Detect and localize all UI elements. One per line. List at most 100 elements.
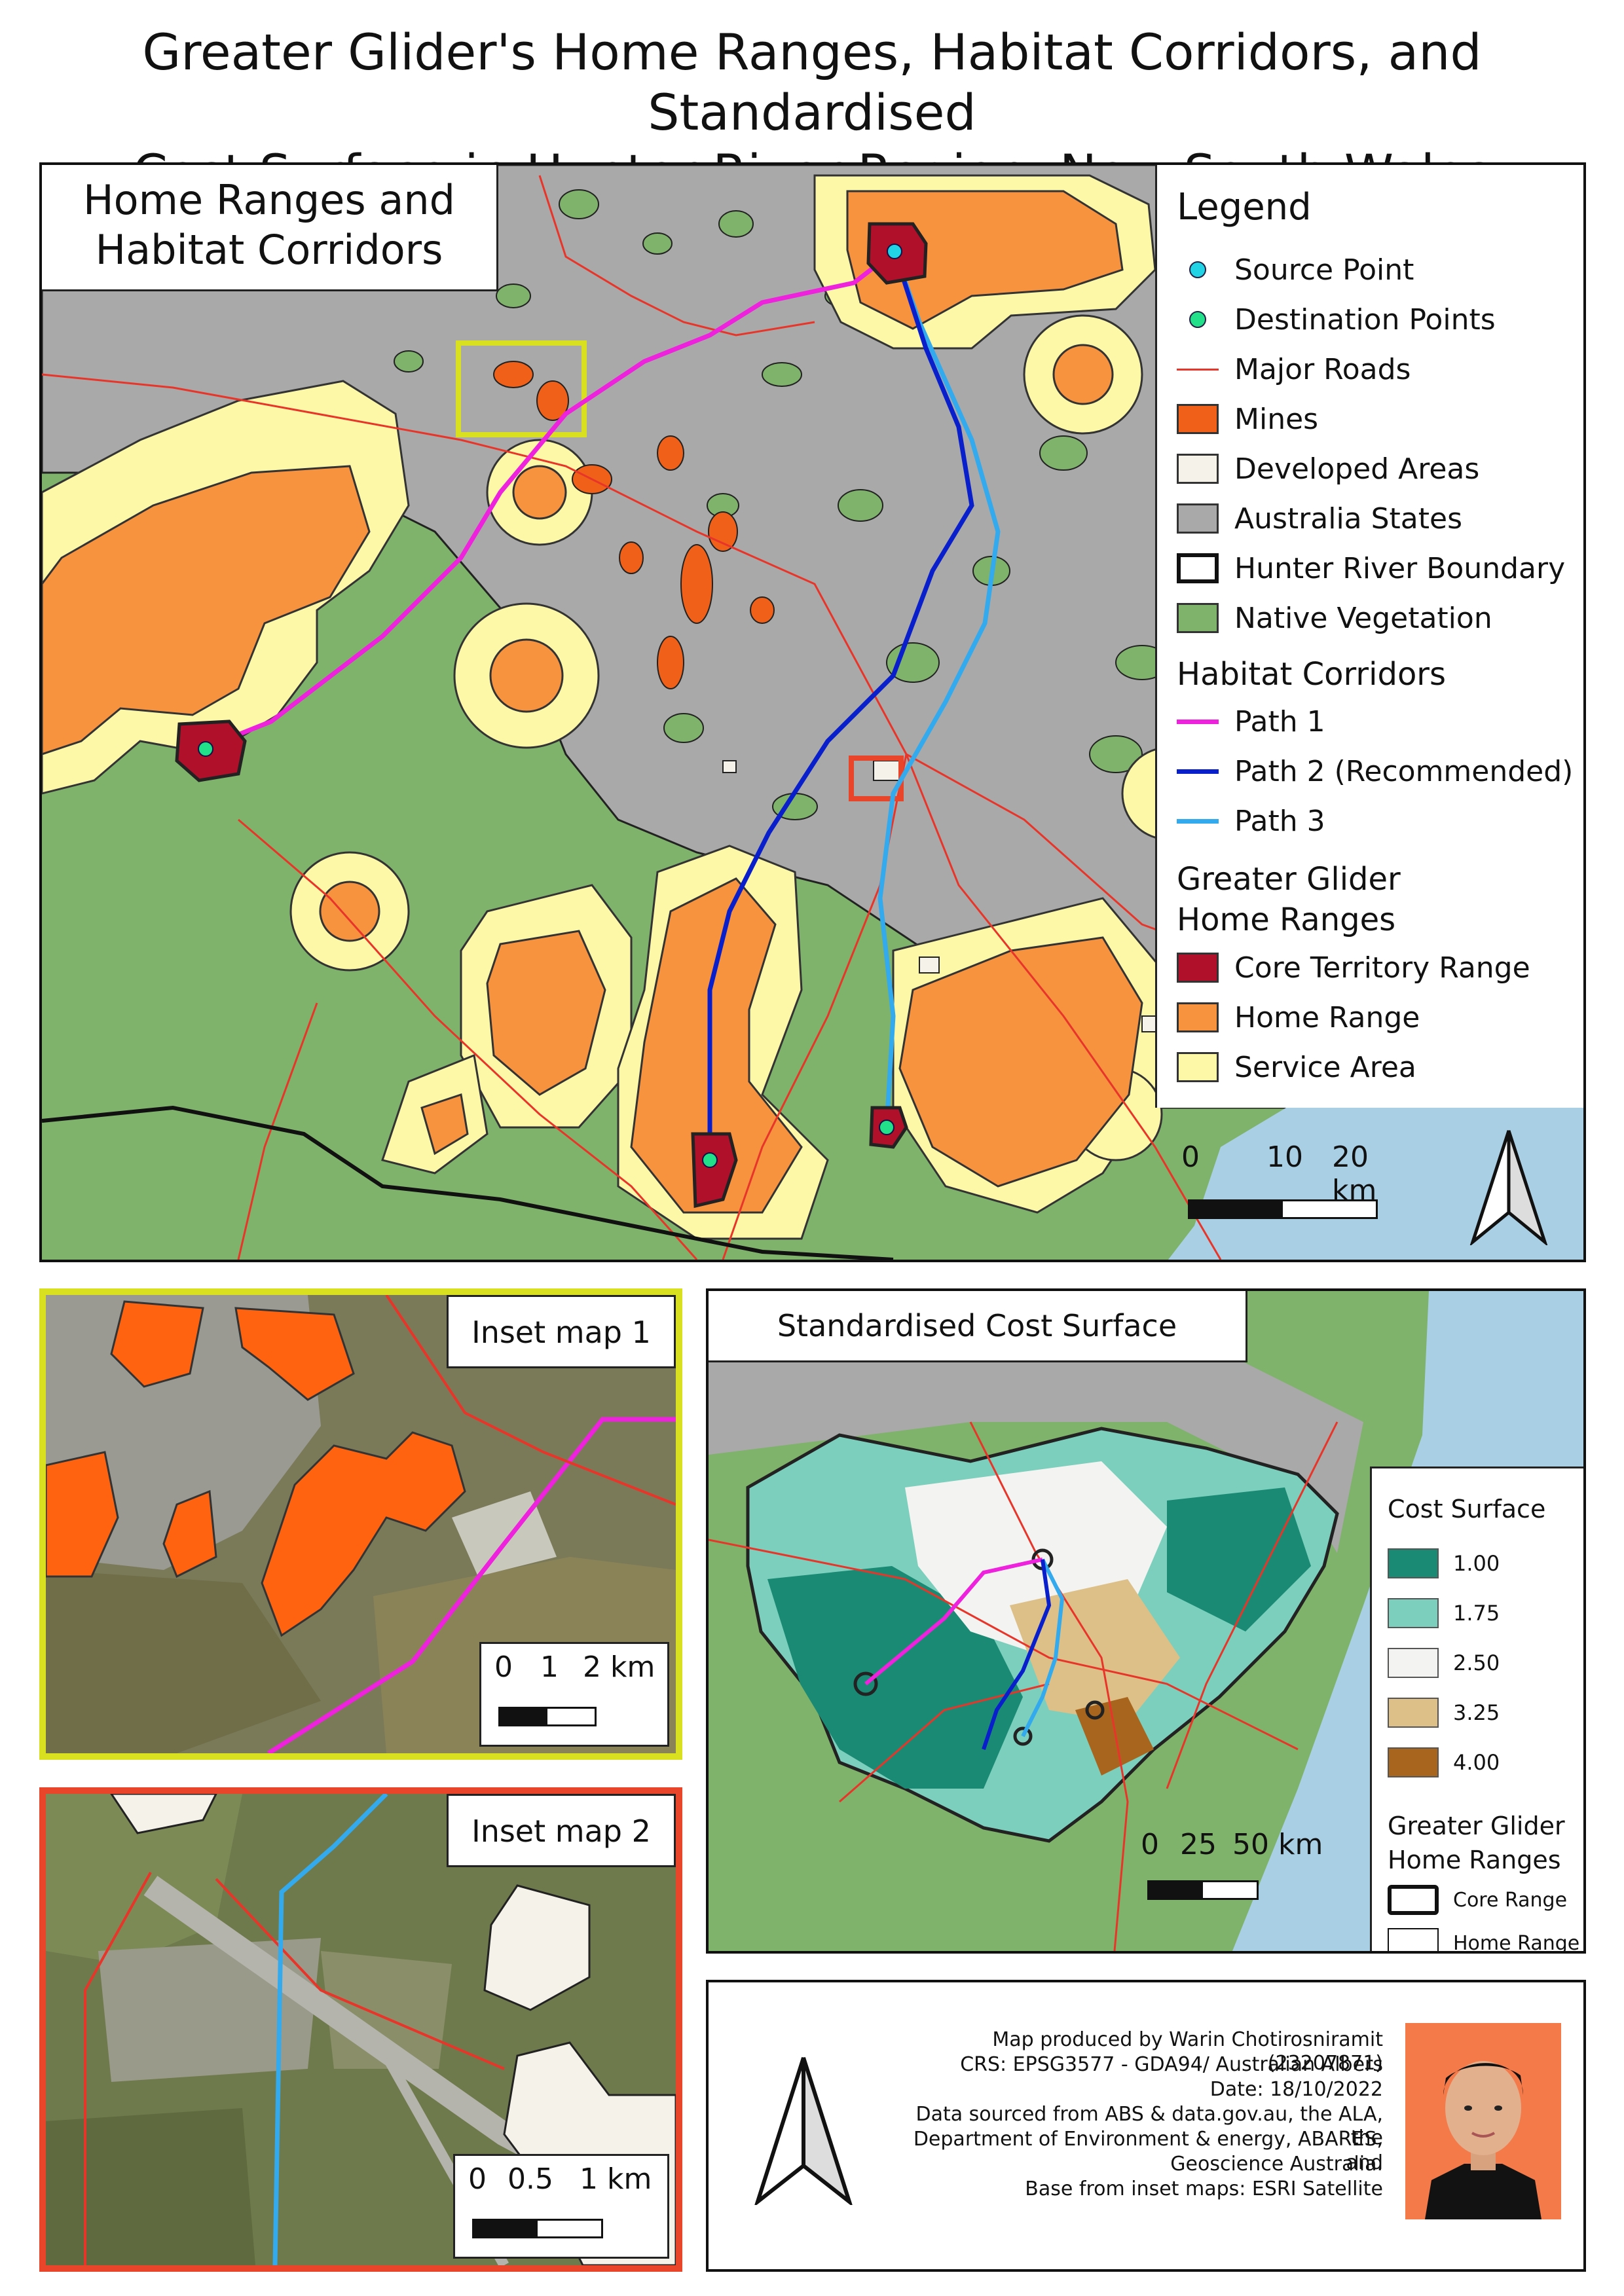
credit-line-6: Geoscience Australia. [1170,2153,1383,2176]
main-map-frame[interactable]: Home Ranges and Habitat Corridors Legend… [39,162,1586,1262]
cost-ranges-heading-line1: Greater Glider [1388,1812,1565,1840]
credits-text: Map produced by Warin Chotirosniramit (2… [879,2028,1383,2225]
cost-surface-frame[interactable]: Standardised Cost Surface 0 25 50 km Cos… [706,1288,1586,1954]
legend-ranges-heading-line2: Home Ranges [1177,902,1396,938]
credit-line-1: Map produced by Warin Chotirosniramit (2… [992,2028,1383,2075]
cost-core-range-label: Core Range [1453,1888,1568,1912]
cost-class-5-swatch [1388,1747,1439,1777]
destination-point-3 [879,1120,895,1135]
cost-legend-title: Cost Surface [1388,1495,1546,1523]
legend-boundary: Hunter River Boundary [1177,549,1565,588]
source-point-icon [1189,261,1206,278]
service-area-swatch [1177,1052,1219,1082]
legend-path-2-label: Path 2 (Recommended) [1234,754,1574,788]
inset1-scale-t1: 1 [540,1650,559,1684]
credit-line-5: Department of Environment & energy, ABAR… [913,2128,1383,2174]
legend-developed-label: Developed Areas [1234,452,1480,486]
cost-class-3-swatch [1388,1648,1439,1678]
inset1-path-1 [267,1417,676,1753]
states-swatch [1177,503,1219,534]
mines-swatch [1177,404,1219,434]
path-2-line-icon [1177,769,1219,774]
legend-source-point: Source Point [1177,250,1414,289]
legend-path-1: Path 1 [1177,702,1325,741]
main-legend: Legend Source Point Destination Points M… [1155,165,1583,1108]
road-line-icon [1177,368,1219,371]
legend-developed: Developed Areas [1177,449,1479,488]
cost-home-range: Home Range [1388,1928,1580,1954]
legend-core-territory-label: Core Territory Range [1234,951,1530,985]
hunter-river-boundary [42,1105,894,1260]
cost-class-4-swatch [1388,1698,1439,1728]
inset-map-2-title-text: Inset map 2 [471,1813,651,1849]
main-scale-t2: 20 km [1332,1140,1377,1207]
path-2 [707,250,974,1160]
cost-scale-t1: 25 [1180,1828,1217,1861]
destination-point-2 [702,1152,718,1168]
developed-swatch [1177,454,1219,484]
inset2-scale-t0: 0 [468,2162,487,2196]
inset1-scale-bar: 0 1 2 km [479,1642,669,1747]
path-3-line-icon [1177,818,1219,824]
main-scale-bar: 0 10 20 km [1168,1140,1417,1239]
inset-map-2-frame[interactable]: Inset map 2 0 0.5 1 km [39,1787,682,2272]
legend-path-3-label: Path 3 [1234,804,1325,838]
cost-class-1: 1.00 [1388,1548,1500,1578]
legend-path-3: Path 3 [1177,801,1325,841]
legend-destination-points: Destination Points [1177,300,1496,339]
legend-source-label: Source Point [1234,253,1414,287]
legend-core-territory: Core Territory Range [1177,948,1530,987]
vegetation-swatch [1177,603,1219,633]
map-title-line1: Greater Glider's Home Ranges, Habitat Co… [142,23,1482,141]
legend-ranges-heading: Greater Glider Home Ranges [1177,859,1401,940]
cost-ranges-heading-line2: Home Ranges [1388,1846,1561,1874]
legend-roads-label: Major Roads [1234,352,1411,386]
main-map-title-line2: Habitat Corridors [95,226,443,274]
cost-scale-bar: 0 25 50 km [1128,1828,1350,1920]
legend-major-roads: Major Roads [1177,350,1411,389]
credit-line-3: Date: 18/10/2022 [1209,2078,1383,2101]
inset1-extent [456,340,587,437]
inset-map-1-frame[interactable]: Inset map 1 0 1 2 km [39,1288,682,1760]
cost-surface-legend: Cost Surface 1.00 1.75 2.50 3.25 4.00 Gr… [1370,1467,1583,1951]
cost-path-2 [982,1559,1052,1750]
legend-corridors-heading: Habitat Corridors [1177,656,1447,693]
inset2-scale-t1: 0.5 [507,2162,553,2196]
legend-service-area-label: Service Area [1234,1050,1416,1084]
cost-class-5-label: 4.00 [1453,1750,1500,1775]
cost-path-3 [1021,1558,1065,1738]
inset-map-1-title: Inset map 1 [447,1295,676,1368]
legend-home-range: Home Range [1177,998,1420,1037]
inset2-scale-bar: 0 0.5 1 km [453,2154,669,2259]
path-1-line-icon [1177,719,1219,724]
cost-class-1-label: 1.00 [1453,1551,1500,1576]
legend-path-1-label: Path 1 [1234,704,1325,738]
cost-class-4-label: 3.25 [1453,1700,1500,1725]
cost-home-range-label: Home Range [1453,1931,1580,1954]
source-point [887,244,902,259]
north-arrow-credits-icon [754,2057,853,2205]
legend-heading: Legend [1177,186,1312,228]
legend-states: Australia States [1177,499,1462,538]
boundary-swatch [1177,553,1219,583]
cost-class-3-label: 2.50 [1453,1650,1500,1675]
legend-destination-label: Destination Points [1234,302,1496,337]
cost-surface-title: Standardised Cost Surface [709,1291,1247,1362]
legend-vegetation-label: Native Vegetation [1234,601,1492,635]
cost-scale-t2: 50 km [1232,1828,1323,1861]
credit-line-7: Base from inset maps: ESRI Satellite [1025,2178,1383,2200]
inset-map-2-title: Inset map 2 [447,1794,676,1867]
cost-class-5: 4.00 [1388,1747,1500,1777]
destination-point-icon [1189,311,1206,328]
inset1-scale-t0: 0 [494,1650,513,1684]
cost-home-range-swatch [1388,1928,1439,1951]
cost-core-range-swatch [1388,1885,1439,1915]
author-photo [1405,2023,1561,2219]
legend-vegetation: Native Vegetation [1177,598,1492,638]
main-map-panel-title: Home Ranges and Habitat Corridors [42,165,498,291]
cost-class-2-swatch [1388,1598,1439,1628]
inset2-path-3 [272,1794,388,2265]
path-3 [877,250,1001,1128]
legend-mines-label: Mines [1234,402,1319,436]
legend-mines: Mines [1177,399,1318,439]
